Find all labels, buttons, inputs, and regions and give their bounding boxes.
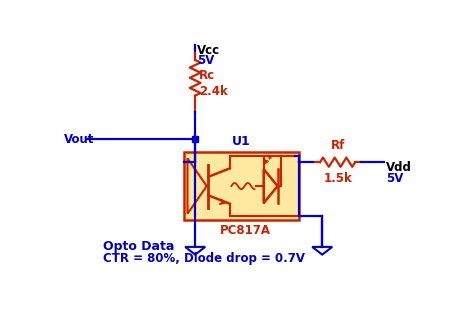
Text: 5V: 5V bbox=[197, 54, 214, 67]
Text: Vcc: Vcc bbox=[197, 45, 220, 58]
Text: 1.5k: 1.5k bbox=[323, 172, 352, 185]
Text: 5V: 5V bbox=[386, 172, 403, 185]
Text: U1: U1 bbox=[232, 135, 251, 148]
Text: PC817A: PC817A bbox=[220, 224, 271, 237]
Text: Rc: Rc bbox=[199, 70, 215, 83]
Text: 2.4k: 2.4k bbox=[199, 85, 228, 98]
Text: CTR = 80%, Diode drop = 0.7V: CTR = 80%, Diode drop = 0.7V bbox=[103, 252, 305, 265]
Text: Opto Data: Opto Data bbox=[103, 240, 174, 254]
Text: Rf: Rf bbox=[330, 139, 345, 152]
Bar bbox=[183, 152, 299, 220]
Text: Vout: Vout bbox=[64, 133, 95, 146]
Text: Vdd: Vdd bbox=[386, 161, 412, 174]
